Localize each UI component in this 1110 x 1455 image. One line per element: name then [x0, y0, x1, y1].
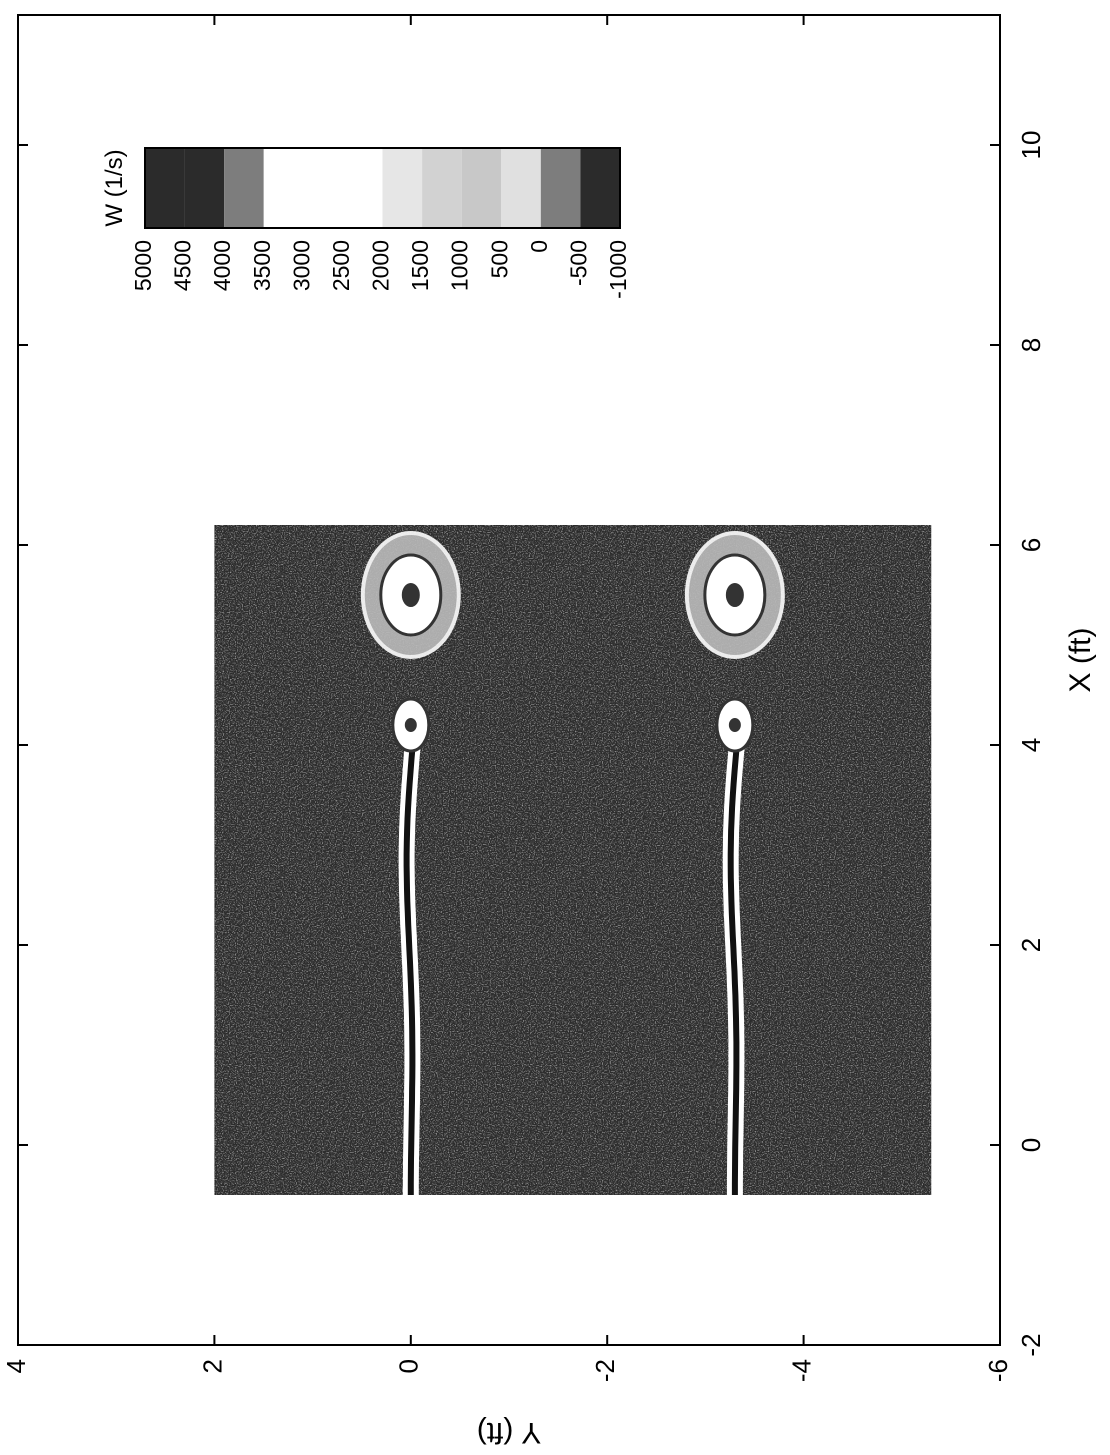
- colorbar-segment: [383, 148, 423, 228]
- x-tick-label: 8: [1016, 338, 1046, 352]
- colorbar-tick-label: 3000: [288, 240, 314, 291]
- colorbar-segment: [303, 148, 343, 228]
- x-axis-label: X (ft): [1064, 628, 1097, 693]
- colorbar-tick-label: -1000: [605, 240, 631, 299]
- field-texture: [214, 525, 931, 1195]
- colorbar-tick-label: 3500: [249, 240, 275, 291]
- x-tick-label: 0: [1016, 1138, 1046, 1152]
- colorbar-segment: [185, 148, 225, 228]
- colorbar-tick-label: 4000: [209, 240, 235, 291]
- y-tick-label: 2: [197, 1359, 227, 1373]
- vortex-core: [728, 717, 742, 733]
- chart: 5000450040003500300025002000150010005000…: [0, 0, 1110, 1455]
- colorbar-segment: [224, 148, 264, 228]
- y-tick-label: -6: [983, 1359, 1013, 1382]
- colorbar-segment: [145, 148, 185, 228]
- colorbar-segment: [501, 148, 541, 228]
- colorbar-segment: [422, 148, 462, 228]
- y-tick-label: 4: [1, 1359, 31, 1373]
- y-tick-label: -2: [590, 1359, 620, 1382]
- x-tick-label: 6: [1016, 538, 1046, 552]
- colorbar-tick-label: 5000: [130, 240, 156, 291]
- colorbar-segment: [343, 148, 383, 228]
- y-axis-label: Y (ft): [477, 1416, 541, 1449]
- colorbar-label: W (1/s): [101, 149, 128, 226]
- vortex-core: [404, 717, 418, 733]
- x-tick-label: 10: [1016, 131, 1046, 160]
- colorbar-tick-label: -500: [565, 240, 591, 286]
- x-tick-label: -2: [1016, 1333, 1046, 1356]
- colorbar-segment: [264, 148, 304, 228]
- y-tick-label: -4: [786, 1359, 816, 1382]
- colorbar-tick-label: 1000: [447, 240, 473, 291]
- colorbar-tick-label: 1500: [407, 240, 433, 291]
- colorbar-segment: [580, 148, 620, 228]
- vortex-core: [401, 582, 421, 608]
- colorbar-tick-label: 4500: [170, 240, 196, 291]
- x-tick-label: 4: [1016, 738, 1046, 752]
- colorbar-segment: [462, 148, 502, 228]
- colorbar-tick-label: 2000: [368, 240, 394, 291]
- colorbar-segment: [541, 148, 581, 228]
- y-tick-label: 0: [394, 1359, 424, 1373]
- colorbar-tick-label: 2500: [328, 240, 354, 291]
- vortex-core: [725, 582, 745, 608]
- x-tick-label: 2: [1016, 938, 1046, 952]
- colorbar-tick-label: 0: [526, 240, 552, 253]
- colorbar-tick-label: 500: [486, 240, 512, 278]
